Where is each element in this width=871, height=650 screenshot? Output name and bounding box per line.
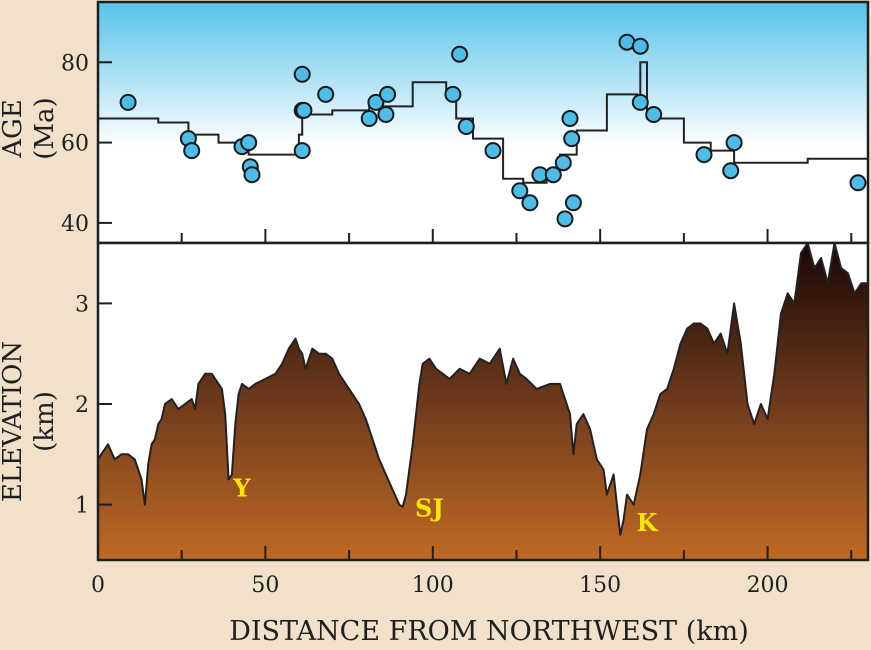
elevation-tick-label-2: 2: [75, 393, 89, 418]
age-point-35: [722, 162, 740, 180]
x-tick-label-150: 150: [579, 573, 621, 598]
x-tick-label-0: 0: [91, 573, 105, 598]
elevation-axis-title: ELEVATION: [0, 341, 28, 502]
age-point-22: [521, 194, 539, 212]
age-points: [119, 33, 867, 228]
age-panel: 40 60 80 AGE (Ma): [0, 0, 870, 245]
age-point-10: [295, 101, 313, 119]
valley-label-sj: SJ: [415, 494, 444, 523]
age-tick-label-40: 40: [61, 212, 89, 237]
valley-label-k: K: [637, 508, 659, 537]
age-point-5: [240, 134, 258, 152]
age-point-1: [119, 93, 137, 111]
elevation-tick-label-1: 1: [75, 494, 89, 519]
age-point-8: [293, 65, 311, 83]
elevation-plot-frame: [96, 241, 870, 562]
elevation-axis-unit: (km): [30, 391, 60, 452]
age-point-16: [379, 85, 397, 103]
age-point-31: [631, 37, 649, 55]
age-axis-unit: (Ma): [30, 97, 60, 159]
age-point-7: [243, 166, 261, 184]
x-tick-label-100: 100: [412, 573, 454, 598]
age-point-27: [561, 110, 579, 127]
age-point-37: [849, 174, 867, 192]
age-point-36: [725, 134, 743, 152]
age-point-14: [367, 93, 385, 111]
x-tick-label-50: 50: [251, 573, 279, 598]
age-point-33: [645, 106, 663, 123]
x-ticks: 0 50 100 150 200: [91, 229, 853, 598]
age-plot-background: [98, 2, 868, 243]
elevation-area: [97, 242, 869, 561]
age-point-29: [564, 194, 582, 212]
age-point-19: [457, 118, 475, 135]
age-point-20: [484, 142, 502, 160]
age-tick-label-60: 60: [61, 132, 89, 157]
age-point-18: [451, 45, 469, 63]
age-point-25: [554, 154, 572, 172]
valley-labels: Y SJ K: [232, 474, 658, 537]
elevation-tick-label-3: 3: [75, 292, 89, 317]
age-point-32: [631, 93, 649, 111]
age-point-17: [444, 85, 462, 103]
age-step-line: [98, 61, 868, 184]
elevation-panel: Y SJ K 1 2 3 0 50 100 150 200 ELEVATION (km) DIS…: [0, 229, 870, 647]
x-tick-label-200: 200: [747, 573, 789, 598]
age-point-24: [544, 166, 562, 184]
age-point-13: [360, 110, 378, 127]
age-tick-label-80: 80: [61, 51, 89, 76]
age-point-26: [556, 210, 574, 228]
age-point-21: [511, 182, 529, 200]
age-point-28: [563, 130, 581, 148]
age-point-3: [183, 142, 201, 160]
valley-label-y: Y: [232, 474, 251, 503]
elevation-ticks: 1 2 3: [75, 292, 112, 519]
age-axis-title: AGE: [0, 99, 28, 159]
age-ticks: 40 60 80: [61, 51, 112, 237]
age-point-34: [695, 146, 713, 164]
age-point-15: [377, 106, 395, 123]
x-axis-title: DISTANCE FROM NORTHWEST (km): [229, 616, 749, 647]
age-point-12: [317, 85, 335, 103]
age-point-11: [293, 142, 311, 160]
